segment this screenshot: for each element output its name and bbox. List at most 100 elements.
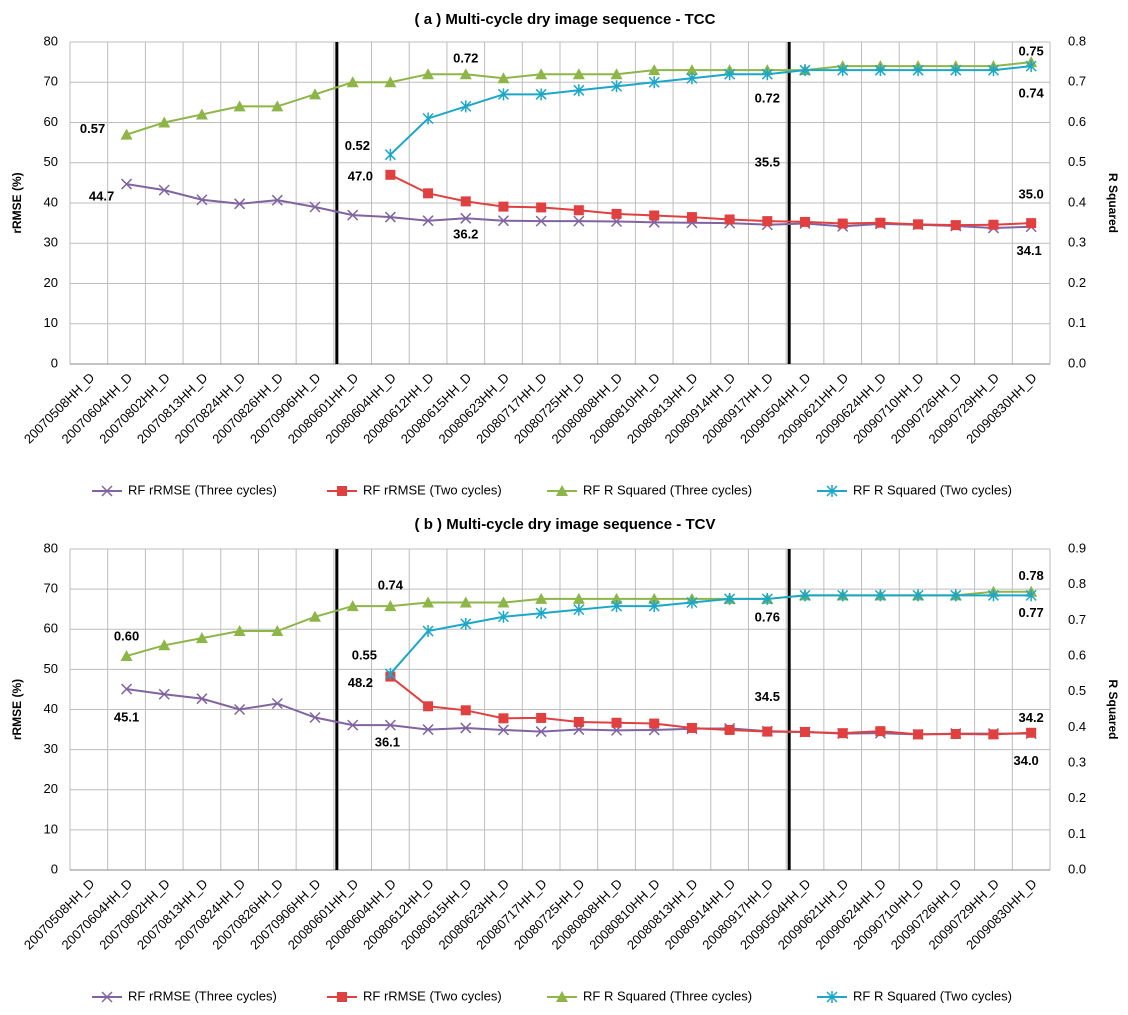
y2-tick-label: 0.1 [1068, 315, 1086, 330]
value-label: 34.1 [1016, 243, 1041, 258]
marker [572, 68, 585, 80]
value-label: 0.55 [352, 647, 377, 662]
marker [837, 589, 849, 602]
marker [826, 485, 838, 497]
y2-tick-label: 0.3 [1068, 754, 1086, 769]
value-label: 0.78 [1018, 568, 1043, 583]
marker [649, 718, 660, 729]
y-tick-label: 50 [44, 661, 58, 676]
marker [309, 711, 321, 724]
marker [196, 194, 208, 206]
legend-label: RF rRMSE (Three cycles) [128, 988, 277, 1003]
marker [648, 76, 660, 89]
marker [497, 596, 510, 608]
marker [573, 205, 584, 216]
marker [649, 210, 660, 221]
marker [987, 64, 999, 77]
marker [913, 219, 924, 230]
marker [611, 208, 622, 219]
legend-label: RF R Squared (Two cycles) [853, 988, 1012, 1003]
marker [385, 169, 396, 180]
marker [724, 68, 736, 81]
marker [573, 716, 584, 727]
y2-tick-label: 0.6 [1068, 647, 1086, 662]
marker [611, 717, 622, 728]
chart-title: ( b ) Multi-cycle dry image sequence - T… [415, 516, 716, 533]
marker [498, 201, 509, 212]
marker [762, 216, 773, 227]
value-label: 0.72 [755, 91, 780, 106]
marker [686, 722, 697, 733]
marker [724, 214, 735, 225]
marker [422, 625, 434, 638]
marker [556, 485, 568, 496]
marker [912, 589, 924, 602]
marker [874, 589, 886, 602]
marker [459, 68, 472, 80]
value-label: 48.2 [348, 675, 373, 690]
marker [497, 72, 510, 84]
marker [460, 722, 472, 734]
marker [1025, 60, 1037, 73]
marker [950, 220, 961, 231]
marker [158, 639, 171, 651]
marker [875, 726, 886, 737]
marker [648, 600, 660, 613]
marker [799, 589, 811, 602]
legend-label: RF rRMSE (Two cycles) [363, 988, 502, 1003]
y-tick-label: 30 [44, 741, 58, 756]
marker [459, 596, 472, 608]
y-tick-label: 70 [44, 74, 58, 89]
y2-tick-label: 0.1 [1068, 826, 1086, 841]
marker [460, 212, 472, 224]
legend-label: RF rRMSE (Two cycles) [363, 482, 502, 497]
marker [535, 215, 547, 227]
value-label: 0.57 [80, 121, 105, 136]
marker [233, 100, 246, 112]
marker [800, 216, 810, 227]
marker [121, 178, 133, 190]
marker [837, 64, 849, 77]
marker [195, 632, 208, 644]
series-line [389, 675, 1032, 736]
y-axis-title: rRMSE (%) [10, 172, 24, 233]
value-label: 0.74 [378, 578, 404, 593]
value-label: 34.5 [755, 689, 780, 704]
legend-label: RF R Squared (Two cycles) [853, 482, 1012, 497]
marker [535, 592, 548, 604]
marker [234, 703, 246, 716]
marker [271, 100, 284, 112]
marker [648, 64, 661, 76]
y2-tick-label: 0.9 [1068, 540, 1086, 555]
y2-axis-title: R Squared [1106, 173, 1120, 233]
marker [950, 589, 962, 602]
marker [573, 603, 585, 616]
marker [234, 198, 246, 210]
y-tick-label: 50 [44, 154, 58, 169]
marker [422, 68, 435, 80]
value-label: 47.0 [348, 168, 373, 183]
marker [988, 219, 999, 230]
marker [1026, 218, 1037, 229]
marker [799, 64, 811, 77]
value-label: 36.2 [453, 227, 478, 242]
marker [423, 701, 434, 712]
marker [460, 100, 472, 113]
y2-tick-label: 0.0 [1068, 861, 1086, 876]
marker [536, 712, 547, 723]
y2-tick-label: 0.5 [1068, 154, 1086, 169]
marker [987, 589, 999, 602]
legend-label: RF rRMSE (Three cycles) [128, 482, 277, 497]
marker [384, 211, 396, 223]
marker [685, 64, 698, 76]
marker [384, 600, 397, 612]
marker [233, 625, 246, 637]
marker [460, 196, 471, 207]
marker [271, 194, 283, 206]
y2-tick-label: 0.6 [1068, 114, 1086, 129]
marker [950, 728, 961, 739]
marker [686, 212, 697, 223]
y-axis-title: rRMSE (%) [10, 679, 24, 740]
series-line [126, 688, 1032, 736]
